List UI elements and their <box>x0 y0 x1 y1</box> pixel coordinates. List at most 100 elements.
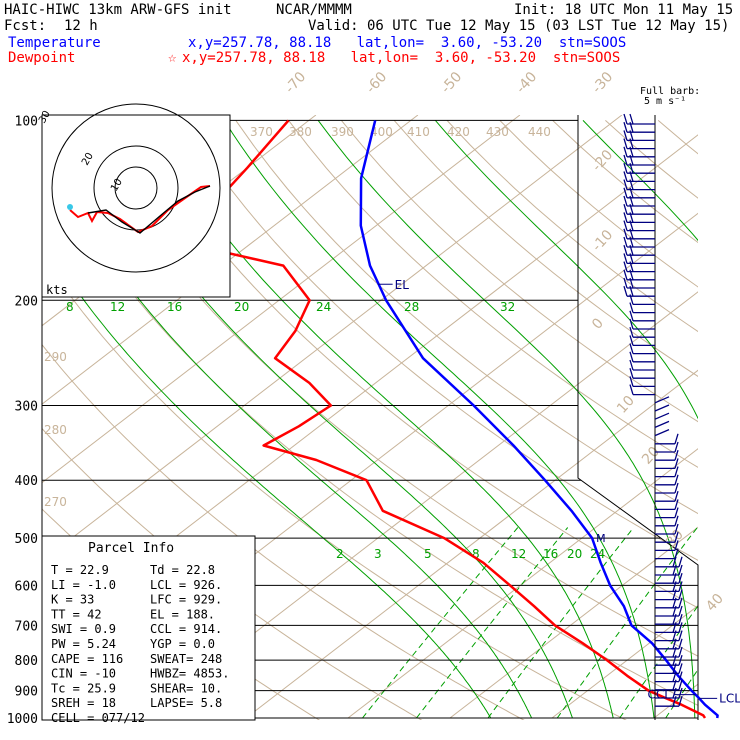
wind-barb-feather <box>629 294 634 305</box>
wind-barb-feather <box>672 655 677 666</box>
mixing-ratio-label: 8 <box>66 300 74 314</box>
pressure-label: 500 <box>15 532 38 547</box>
hodograph-ring <box>114 166 158 210</box>
wind-barb-feather <box>674 441 679 453</box>
moist-adiabat-line <box>42 237 492 719</box>
wind-barb-feather <box>672 597 677 608</box>
wind-barb-feather <box>678 581 683 592</box>
wind-barb-feather <box>672 671 677 682</box>
wind-barb-feather <box>629 318 634 330</box>
theta-label: 410 <box>407 125 430 139</box>
wind-barb-feather <box>672 573 677 584</box>
wind-barb-feather <box>672 564 677 576</box>
wind-barb-feather <box>629 253 634 264</box>
hodograph-storm-motion-dot <box>67 204 73 210</box>
wind-barb-feather <box>674 482 679 494</box>
pressure-label: 300 <box>15 400 38 415</box>
parcel-info-background <box>41 535 256 721</box>
isotherm-line <box>551 605 698 719</box>
wind-barb-feather <box>629 359 634 371</box>
wind-barb-feather <box>678 655 683 666</box>
parcel-info-box: Parcel Info T = 22.9 Td = 22.8 LI = -1.0 LCL… <box>41 535 256 725</box>
isotherm-line <box>42 115 623 562</box>
parcel-info-left-value: TT = 42 <box>51 607 102 621</box>
wind-barb-feather <box>629 236 634 248</box>
wind-barb-feather <box>678 696 683 707</box>
wind-barbs <box>623 113 683 720</box>
wind-barb <box>654 412 670 420</box>
wind-barb-feather <box>629 286 634 297</box>
melting-level-label: M <box>596 532 606 545</box>
wind-barb-feather <box>674 515 679 526</box>
dry-adiabat-line <box>288 120 698 468</box>
wind-barb-feather <box>678 687 683 699</box>
wind-barb-feather <box>623 261 628 272</box>
parcel-info-right-value: EL = 188. <box>150 607 215 621</box>
theta-label: 420 <box>447 125 470 139</box>
theta-label: 280 <box>44 423 67 437</box>
mixing-ratio-label: 12 <box>511 547 526 561</box>
el-label: EL <box>395 278 410 292</box>
theta-label: 290 <box>44 350 67 364</box>
mixing-ratio-line <box>702 528 740 719</box>
wind-barb-feather <box>674 523 679 535</box>
header-title: HAIC-HIWC 13km ARW-GFS init <box>4 2 232 18</box>
wind-barb-feather <box>629 130 634 141</box>
wind-barb-feather <box>678 573 683 584</box>
header-fcst-value: 12 h <box>64 18 98 34</box>
wind-barb-feather <box>623 154 628 166</box>
header-valid: Valid: 06 UTC Tue 12 May 15 (03 LST Tue … <box>308 18 730 34</box>
mixing-ratio-label: 20 <box>234 300 249 314</box>
parcel-info-title: Parcel Info <box>88 541 174 556</box>
wind-barb-feather <box>629 245 634 256</box>
wind-barb <box>654 404 670 412</box>
isotherm-line <box>143 291 698 719</box>
isotherm-label: 30 <box>663 527 687 551</box>
dry-adiabat-line <box>657 120 698 155</box>
wind-barb-feather <box>623 179 628 190</box>
mixing-ratio-line <box>487 527 634 719</box>
parcel-info-left-value: SREH = 18 <box>51 696 116 710</box>
wind-barb-feather <box>678 564 683 576</box>
wind-barb-feather <box>623 113 628 125</box>
wind-barb-feather <box>629 376 634 387</box>
isotherm-line <box>347 448 698 719</box>
header-fcst-label: Fcst: <box>4 18 47 34</box>
parcel-info-left-value: PW = 5.24 <box>51 637 116 651</box>
wind-barb-feather <box>629 171 634 182</box>
parcel-info-right-value: Td = 22.8 <box>150 563 215 577</box>
isotherm-label: -20 <box>589 147 616 175</box>
wind-barb-feather <box>678 638 683 649</box>
isotherm-label: -70 <box>282 69 309 97</box>
isotherm-label: -60 <box>363 69 390 97</box>
wind-barb-feather <box>629 343 634 354</box>
barb-key-units: 5 m s⁻¹ <box>644 96 687 107</box>
dry-adiabat-line <box>235 120 698 515</box>
parcel-info-right-value: SHEAR= 10. <box>150 681 222 695</box>
wind-barb-feather <box>623 171 628 182</box>
wind-barb-feather <box>672 605 677 617</box>
pressure-label: 1000 <box>7 712 38 727</box>
wind-barb-feather <box>674 474 679 485</box>
isotherm-line <box>42 115 419 405</box>
parcel-info-right-value: LAPSE= 5.8 <box>150 696 222 710</box>
temperature-profile-line <box>359 120 719 719</box>
wind-barb <box>654 396 670 404</box>
wind-barb-feather <box>678 605 683 617</box>
wind-barb-feather <box>623 228 628 239</box>
dry-adiabat-line <box>42 343 525 720</box>
wind-barb-feather <box>672 614 677 625</box>
parcel-info-right-value: LCL = 926. <box>150 578 222 592</box>
hodograph-ring <box>51 103 221 273</box>
wind-barb-feather <box>674 507 679 518</box>
hodograph-units-label: kts <box>46 283 68 297</box>
wind-barb-feather <box>629 310 634 321</box>
wind-barb <box>654 429 670 437</box>
wind-barb-feather <box>672 646 677 658</box>
mixing-ratio-line <box>556 527 698 719</box>
parcel-info-left-value: K = 33 <box>51 593 94 607</box>
theta-label: 440 <box>528 125 551 139</box>
isotherm-label: 10 <box>614 393 638 417</box>
moist-adiabat-line <box>42 145 533 719</box>
header-org: NCAR/MMMM <box>276 2 352 18</box>
